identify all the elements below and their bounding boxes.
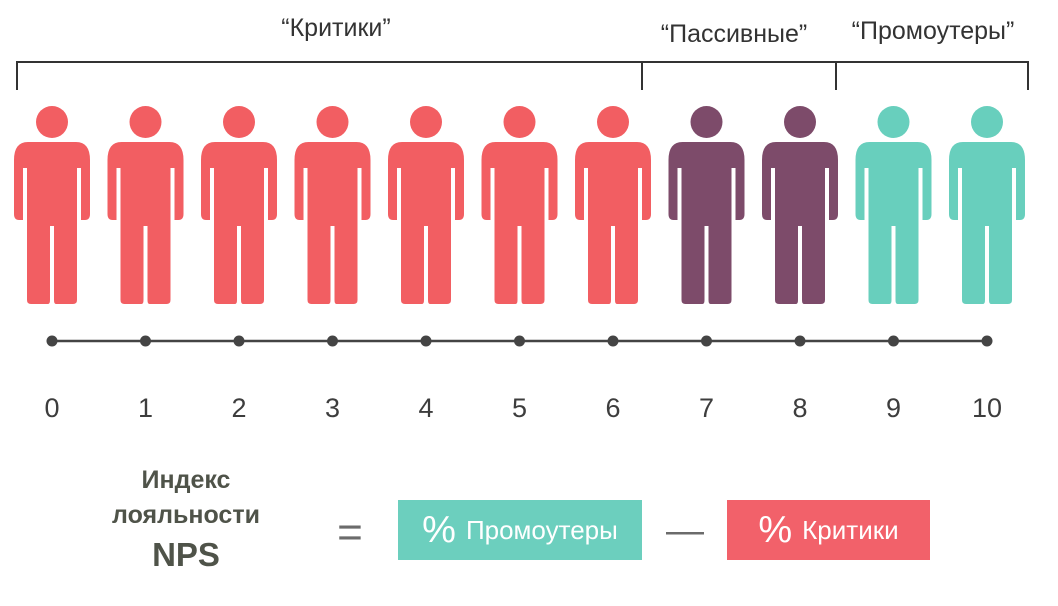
critics-bracket xyxy=(16,61,643,90)
scale-number-1: 1 xyxy=(137,393,154,423)
figure-body xyxy=(388,142,464,304)
figure-head xyxy=(784,106,816,138)
person-figure-critic xyxy=(388,106,464,304)
promoters-percent-box: % Промоутеры xyxy=(398,500,642,560)
scale-dot xyxy=(514,335,525,347)
figure-head xyxy=(503,106,536,138)
figure-body xyxy=(14,142,90,304)
figure-head xyxy=(129,106,162,138)
scale-dot xyxy=(420,335,432,347)
minus-sign: — xyxy=(666,510,704,552)
promoters-group-label: “Промоутеры” xyxy=(851,17,1015,45)
scale-number-6: 6 xyxy=(605,393,621,423)
passives-group-label: “Пассивные” xyxy=(660,20,808,48)
critics-group-label: “Критики” xyxy=(281,14,391,42)
figure-body xyxy=(855,142,932,304)
figure-head xyxy=(877,106,910,138)
person-figure-promoter xyxy=(949,106,1025,304)
equals-sign: = xyxy=(337,508,363,557)
scale-number-3: 3 xyxy=(324,393,341,423)
figure-head xyxy=(597,106,629,138)
person-figure-critic xyxy=(201,106,277,304)
scale-number-9: 9 xyxy=(885,393,902,423)
person-figure-critic xyxy=(107,106,184,304)
scale-number-0: 0 xyxy=(44,393,60,423)
critics-percent-symbol: % xyxy=(758,508,793,551)
scale-dot xyxy=(140,335,151,347)
figure-body xyxy=(481,142,558,304)
passives-bracket xyxy=(642,61,837,90)
scale-number-2: 2 xyxy=(231,393,247,423)
scale-dot xyxy=(701,335,712,347)
scale-number-7: 7 xyxy=(698,393,715,423)
nps-index-title: Индекс лояльности NPS xyxy=(96,466,276,573)
figure-body xyxy=(762,142,838,304)
scale-number-4: 4 xyxy=(418,393,434,423)
index-title-line3: NPS xyxy=(152,536,220,573)
figure-head xyxy=(36,106,68,138)
index-title-line1: Индекс xyxy=(141,466,231,494)
figure-body xyxy=(294,142,371,304)
person-figure-passive xyxy=(668,106,745,304)
figure-head xyxy=(223,106,255,138)
rating-scale xyxy=(46,335,993,347)
person-figure-promoter xyxy=(855,106,932,304)
figure-body xyxy=(201,142,277,304)
promoters-percent-symbol: % xyxy=(422,508,456,551)
figure-body xyxy=(575,142,651,304)
figure-body xyxy=(668,142,745,304)
scale-dot xyxy=(233,335,245,347)
scale-number-8: 8 xyxy=(792,393,808,423)
index-title-line2: лояльности xyxy=(112,501,260,529)
scale-dot xyxy=(888,335,899,347)
person-figure-passive xyxy=(762,106,838,304)
scale-dot xyxy=(794,335,806,347)
critics-percent-box: % Критики xyxy=(727,500,930,560)
person-figure-critic xyxy=(294,106,371,304)
promoters-bracket xyxy=(836,61,1029,90)
figure-head xyxy=(971,106,1003,138)
person-figure-critic xyxy=(575,106,651,304)
person-figure-critic xyxy=(14,106,90,304)
critics-formula-label: Критики xyxy=(802,514,899,545)
people-figures xyxy=(14,106,1025,304)
scale-dot xyxy=(46,335,58,347)
figure-head xyxy=(316,106,349,138)
scale-dot xyxy=(327,335,338,347)
figure-head xyxy=(690,106,723,138)
promoters-formula-label: Промоутеры xyxy=(465,514,618,545)
scale-number-10: 10 xyxy=(971,393,1003,423)
scale-dot xyxy=(607,335,619,347)
person-figure-critic xyxy=(481,106,558,304)
scale-number-5: 5 xyxy=(511,393,528,423)
group-brackets xyxy=(16,61,1029,90)
figure-body xyxy=(107,142,184,304)
scale-dot xyxy=(981,335,993,347)
figure-body xyxy=(949,142,1025,304)
figure-head xyxy=(410,106,442,138)
